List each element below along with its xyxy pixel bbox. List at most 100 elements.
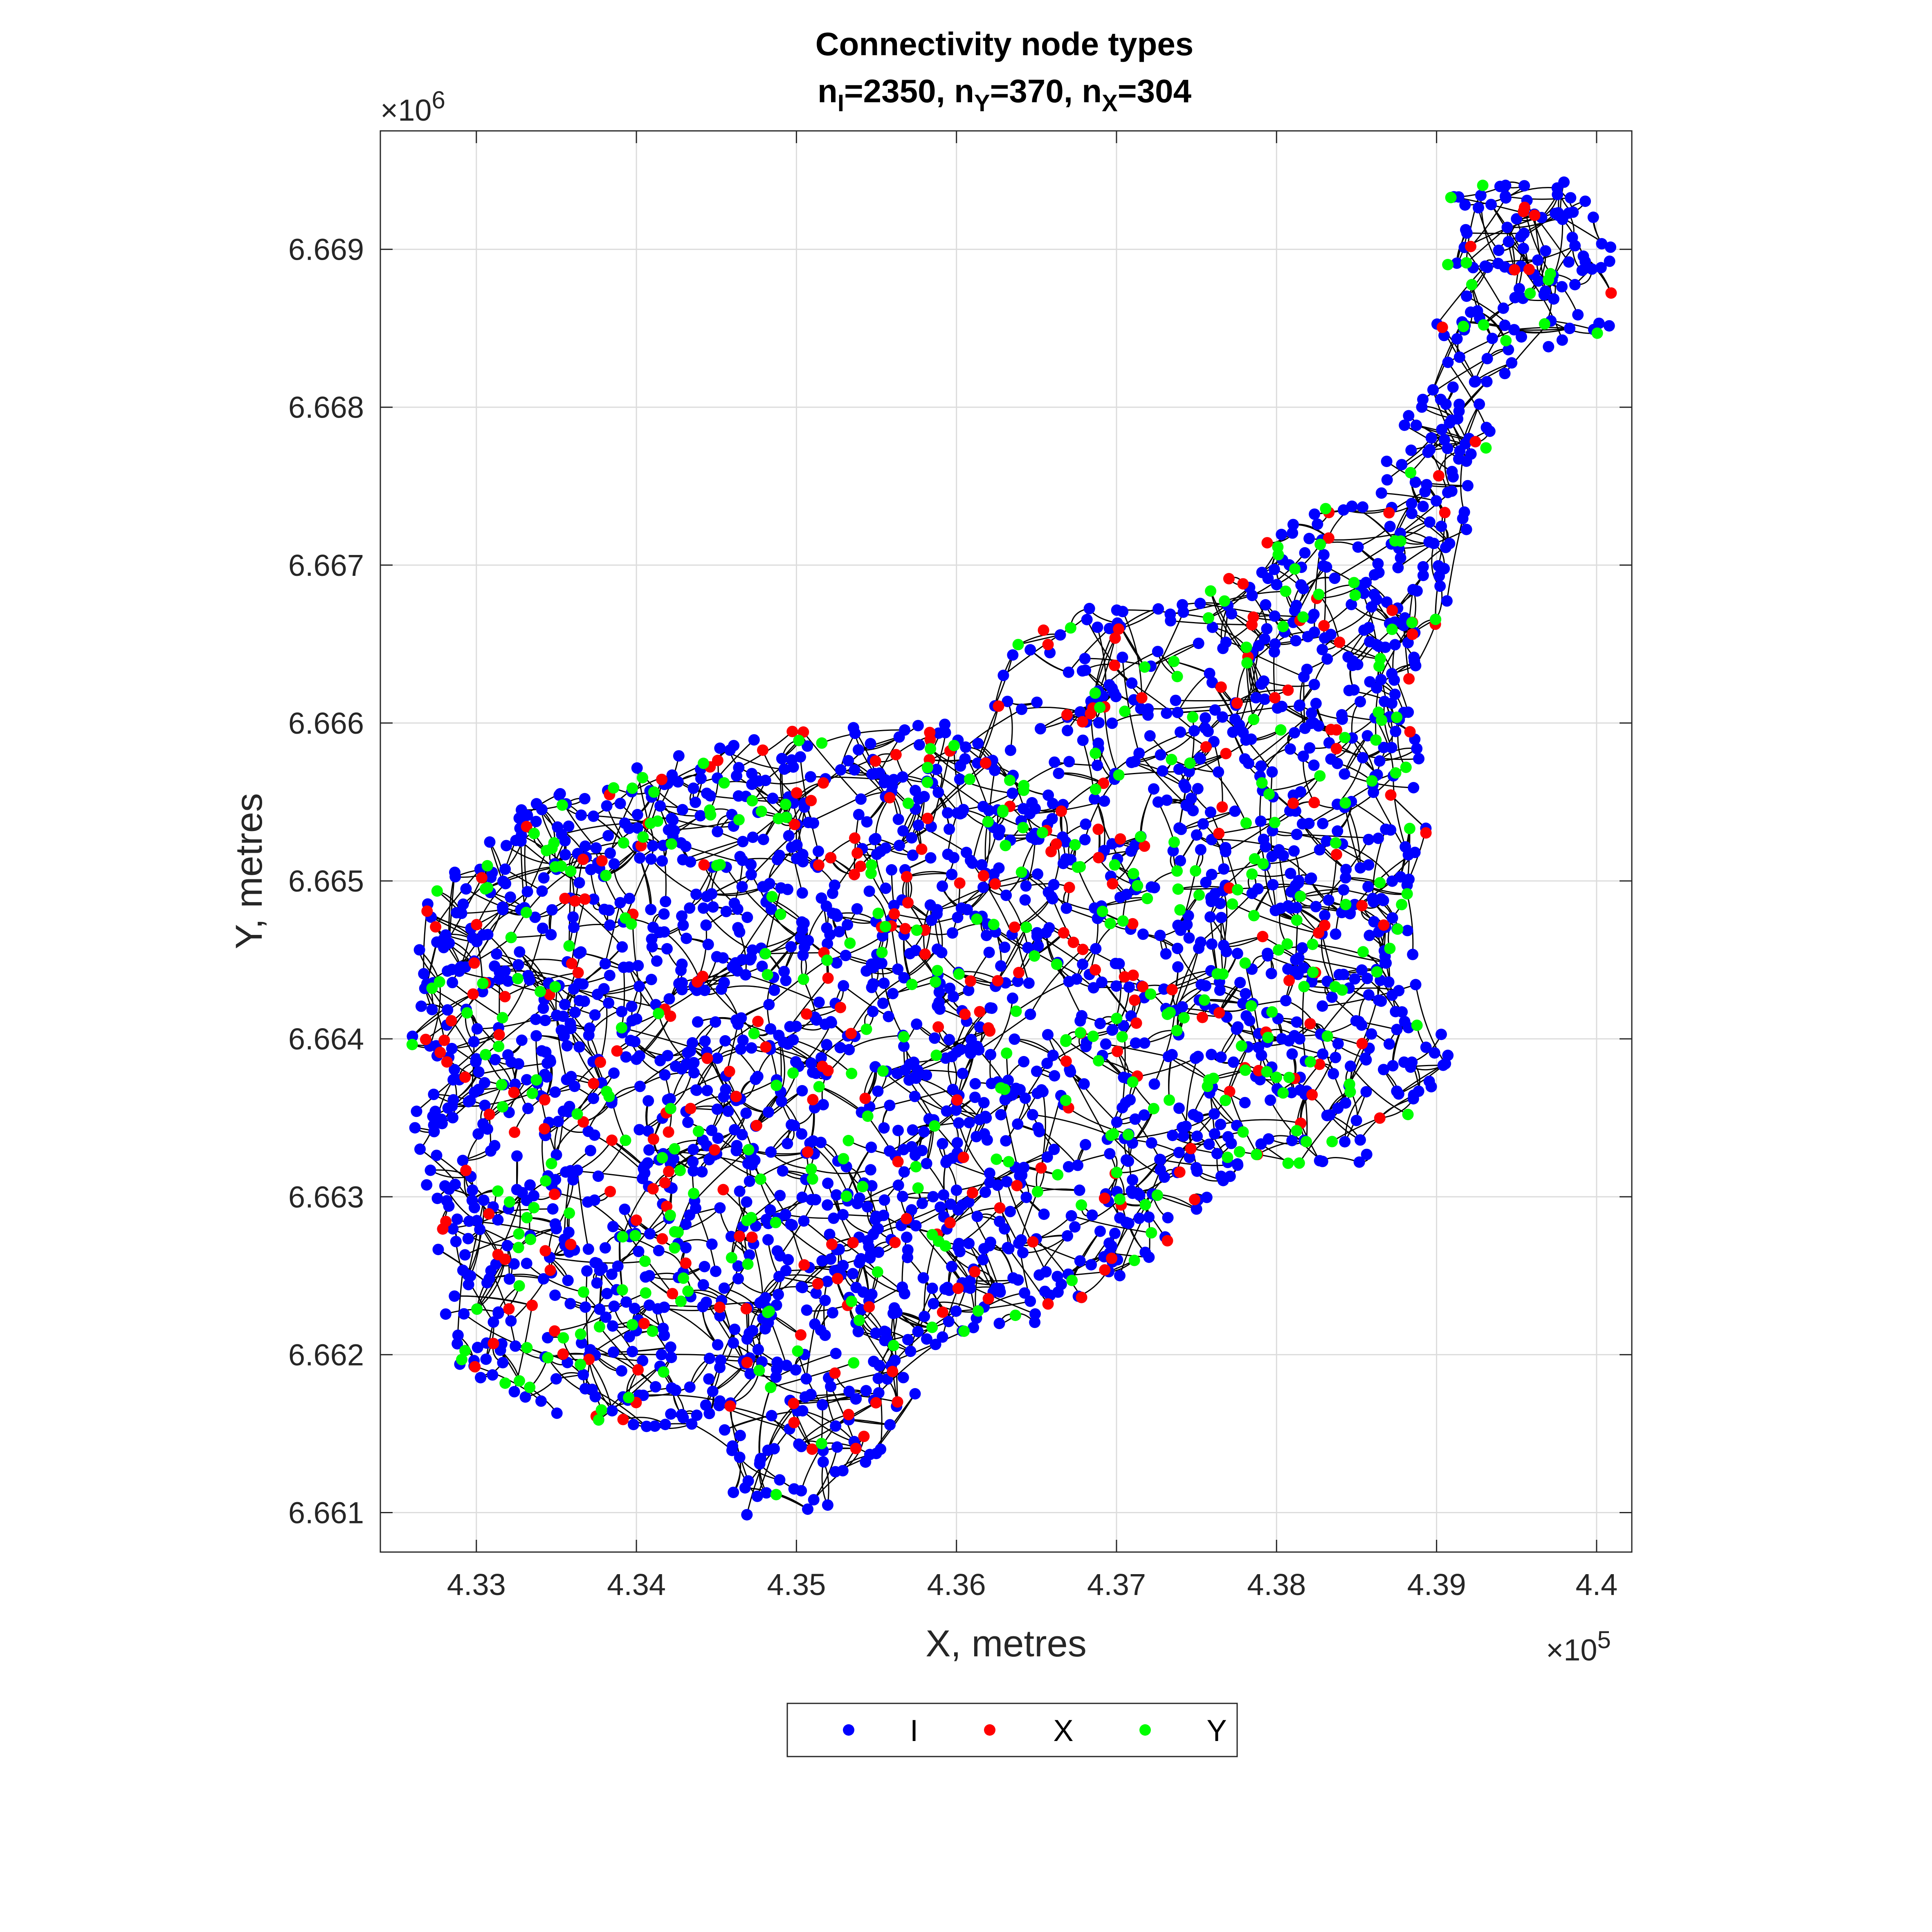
node-I — [564, 1298, 576, 1310]
node-I — [884, 1419, 896, 1431]
node-I — [840, 950, 851, 962]
node-I — [1346, 599, 1357, 611]
node-I — [819, 1018, 831, 1030]
node-I — [1019, 1287, 1031, 1299]
network-edge — [911, 1096, 975, 1148]
node-I — [1474, 398, 1485, 410]
node-I — [608, 858, 620, 870]
node-I — [932, 786, 944, 798]
node-I — [953, 1117, 965, 1129]
network-edge — [622, 1186, 649, 1237]
network-edge — [467, 1200, 485, 1275]
node-I — [948, 852, 959, 864]
node-I — [741, 1196, 753, 1208]
node-I — [485, 1265, 497, 1277]
node-I — [1312, 518, 1323, 530]
node-I — [997, 669, 1009, 681]
node-I — [1310, 901, 1322, 912]
node-I — [1360, 577, 1372, 589]
node-I — [1269, 610, 1281, 622]
node-I — [1023, 977, 1035, 989]
node-I — [878, 777, 890, 789]
node-I — [896, 771, 908, 783]
node-I — [878, 977, 890, 989]
network-edge — [1030, 949, 1083, 1015]
node-I — [1071, 973, 1083, 985]
node-I — [842, 755, 854, 766]
node-I — [796, 887, 808, 899]
node-I — [822, 1199, 833, 1211]
node-I — [687, 1156, 699, 1168]
node-I — [1220, 842, 1231, 854]
node-I — [1049, 756, 1060, 768]
node-I — [1018, 1056, 1030, 1067]
node-I — [819, 1329, 831, 1341]
node-I — [1080, 1040, 1092, 1052]
node-I — [1100, 1038, 1112, 1050]
node-I — [1017, 1247, 1029, 1258]
node-I — [1339, 1136, 1351, 1148]
node-I — [750, 1220, 762, 1232]
node-I — [1321, 561, 1332, 573]
node-I — [521, 886, 533, 898]
node-I — [729, 1124, 741, 1136]
node-I — [432, 1244, 444, 1256]
node-I — [815, 1052, 827, 1064]
node-I — [825, 1381, 837, 1393]
node-I — [1425, 1081, 1437, 1093]
node-I — [629, 1303, 640, 1314]
node-I — [1092, 621, 1103, 633]
node-I — [1413, 753, 1425, 765]
node-I — [1290, 635, 1302, 647]
node-I — [1579, 195, 1591, 207]
node-I — [1299, 547, 1311, 559]
network-edge — [770, 1362, 854, 1388]
y-tick-label: 6.669 — [288, 233, 364, 267]
node-I — [1152, 796, 1164, 808]
node-I — [1469, 376, 1480, 388]
node-I — [783, 830, 795, 842]
node-I — [867, 978, 879, 990]
node-I — [1436, 1029, 1447, 1040]
node-I — [797, 849, 809, 860]
network-edge — [1302, 986, 1306, 1061]
network-edge — [703, 908, 753, 951]
network-edge — [1139, 753, 1189, 806]
node-I — [927, 1191, 939, 1203]
network-edge — [1200, 603, 1275, 617]
node-I — [712, 1052, 723, 1064]
node-I — [1363, 833, 1375, 845]
node-I — [1303, 532, 1315, 544]
node-I — [1239, 1097, 1251, 1109]
node-I — [601, 800, 613, 812]
node-I — [1024, 808, 1036, 820]
node-I — [1325, 753, 1337, 765]
node-I — [588, 1092, 599, 1104]
network-edge — [995, 883, 1029, 948]
node-I — [751, 1490, 763, 1502]
node-I — [763, 999, 775, 1011]
node-I — [665, 1352, 677, 1364]
node-I — [860, 1385, 872, 1397]
node-I — [478, 1194, 490, 1206]
node-I — [1200, 876, 1212, 888]
node-I — [1442, 443, 1453, 454]
node-I — [1390, 726, 1402, 737]
node-I — [1032, 868, 1044, 880]
node-I — [491, 948, 503, 960]
node-I — [1146, 881, 1157, 893]
node-I — [822, 938, 833, 950]
node-I — [748, 734, 760, 746]
node-I — [1123, 1218, 1134, 1229]
node-I — [1004, 1206, 1016, 1218]
node-I — [1352, 541, 1364, 553]
node-I — [1222, 1131, 1234, 1143]
node-I — [501, 840, 512, 851]
node-I — [1143, 1211, 1155, 1223]
node-I — [731, 770, 742, 782]
node-I — [1290, 954, 1302, 966]
node-I — [1425, 432, 1437, 444]
node-I — [1298, 671, 1310, 683]
node-I — [972, 757, 984, 769]
